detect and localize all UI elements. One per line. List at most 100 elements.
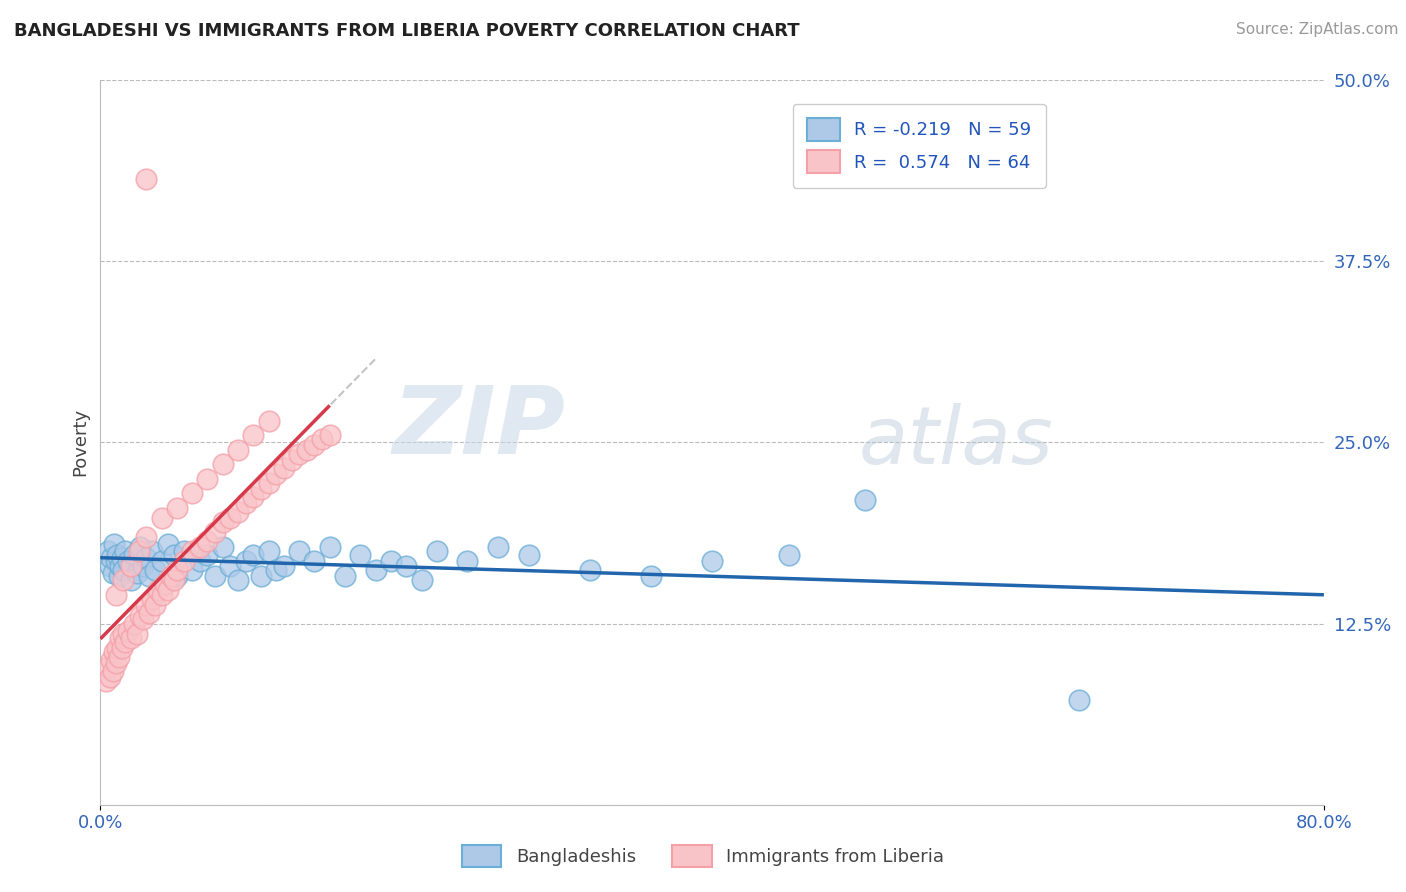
- Text: Source: ZipAtlas.com: Source: ZipAtlas.com: [1236, 22, 1399, 37]
- Point: [110, 631, 132, 645]
- Point: [132, 558, 155, 573]
- Point: [150, 554, 173, 568]
- Point: [100, 653, 122, 667]
- Point: [135, 598, 157, 612]
- Text: atlas: atlas: [859, 403, 1053, 482]
- Point: [129, 540, 152, 554]
- Point: [150, 510, 173, 524]
- Point: [104, 587, 127, 601]
- Point: [395, 558, 418, 573]
- Point: [242, 491, 264, 505]
- Point: [486, 540, 509, 554]
- Point: [112, 626, 135, 640]
- Point: [578, 563, 600, 577]
- Point: [188, 554, 211, 568]
- Point: [159, 568, 181, 582]
- Point: [219, 558, 242, 573]
- Point: [153, 577, 176, 591]
- Point: [156, 583, 179, 598]
- Point: [101, 665, 124, 679]
- Point: [1069, 693, 1091, 707]
- Point: [128, 544, 150, 558]
- Point: [125, 566, 148, 580]
- Point: [226, 505, 249, 519]
- Point: [112, 573, 135, 587]
- Point: [150, 587, 173, 601]
- Legend: R = -0.219   N = 59, R =  0.574   N = 64: R = -0.219 N = 59, R = 0.574 N = 64: [793, 103, 1046, 188]
- Point: [120, 558, 142, 573]
- Point: [426, 544, 449, 558]
- Point: [135, 171, 157, 186]
- Point: [235, 554, 257, 568]
- Point: [304, 438, 326, 452]
- Point: [114, 544, 136, 558]
- Point: [166, 568, 188, 582]
- Point: [129, 609, 152, 624]
- Point: [100, 551, 122, 566]
- Point: [173, 554, 195, 568]
- Point: [181, 563, 204, 577]
- Point: [211, 515, 233, 529]
- Point: [97, 544, 120, 558]
- Point: [112, 563, 135, 577]
- Point: [181, 544, 204, 558]
- Point: [163, 573, 186, 587]
- Point: [104, 554, 127, 568]
- Point: [101, 566, 124, 580]
- Point: [257, 544, 280, 558]
- Point: [288, 544, 311, 558]
- Point: [103, 645, 125, 659]
- Point: [242, 549, 264, 563]
- Point: [304, 554, 326, 568]
- Point: [141, 544, 163, 558]
- Point: [138, 568, 160, 582]
- Point: [319, 540, 342, 554]
- Point: [211, 457, 233, 471]
- Point: [853, 493, 876, 508]
- Point: [280, 452, 302, 467]
- Point: [97, 660, 120, 674]
- Point: [120, 573, 142, 587]
- Point: [98, 670, 121, 684]
- Point: [257, 414, 280, 428]
- Point: [204, 568, 226, 582]
- Point: [135, 530, 157, 544]
- Point: [122, 549, 145, 563]
- Point: [250, 482, 273, 496]
- Point: [311, 433, 333, 447]
- Point: [197, 472, 219, 486]
- Point: [264, 563, 287, 577]
- Point: [411, 573, 433, 587]
- Point: [163, 549, 186, 563]
- Point: [111, 551, 134, 566]
- Point: [273, 558, 295, 573]
- Point: [250, 568, 273, 582]
- Point: [517, 549, 540, 563]
- Point: [138, 607, 160, 621]
- Point: [145, 563, 167, 577]
- Point: [125, 626, 148, 640]
- Point: [120, 631, 142, 645]
- Point: [288, 447, 311, 461]
- Point: [117, 554, 139, 568]
- Text: BANGLADESHI VS IMMIGRANTS FROM LIBERIA POVERTY CORRELATION CHART: BANGLADESHI VS IMMIGRANTS FROM LIBERIA P…: [14, 22, 800, 40]
- Point: [295, 442, 318, 457]
- Point: [242, 428, 264, 442]
- Point: [380, 554, 402, 568]
- Point: [333, 568, 356, 582]
- Point: [166, 563, 188, 577]
- Point: [135, 551, 157, 566]
- Point: [145, 598, 167, 612]
- Point: [104, 656, 127, 670]
- Point: [105, 641, 128, 656]
- Point: [197, 533, 219, 548]
- Point: [111, 641, 134, 656]
- Point: [141, 591, 163, 606]
- Point: [103, 537, 125, 551]
- Point: [114, 635, 136, 649]
- Point: [349, 549, 371, 563]
- Point: [319, 428, 342, 442]
- Point: [257, 475, 280, 490]
- Point: [456, 554, 478, 568]
- Point: [166, 500, 188, 515]
